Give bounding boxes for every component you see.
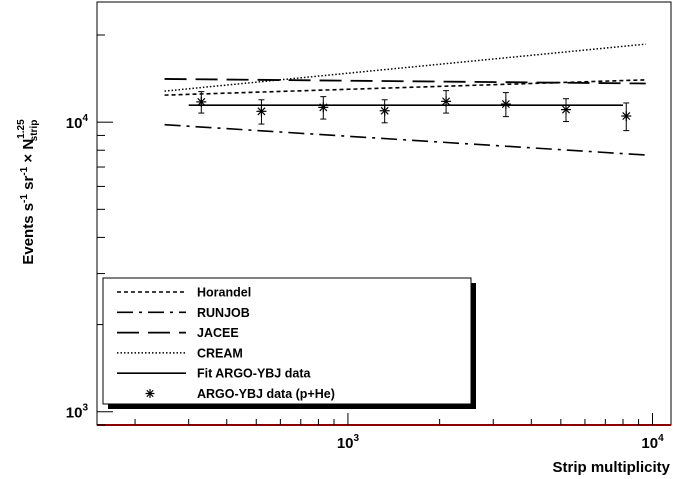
data-point	[256, 106, 267, 117]
series-line-cream	[164, 43, 646, 92]
data-point	[500, 99, 511, 110]
data-point	[621, 111, 632, 122]
data-point	[379, 105, 390, 116]
legend-label-argo-ybj-data: ARGO-YBJ data (p+He)	[197, 387, 335, 401]
series-line-runjob	[164, 123, 646, 156]
x-axis-title: Strip multiplicity	[552, 459, 670, 476]
legend-label-fit-argo-ybj-data: Fit ARGO-YBJ data	[197, 367, 311, 381]
y-tick-label: 104	[66, 113, 89, 132]
x-tick-label: 103	[337, 433, 360, 452]
y-axis-title: Events s-1 sr-1 × N1.25 strip	[16, 119, 40, 265]
y-tick-label: 103	[66, 403, 89, 422]
legend-label-runjob: RUNJOB	[197, 306, 250, 320]
data-point	[318, 102, 329, 113]
legend-swatch-argo-ybj-data	[145, 389, 155, 398]
data-point	[561, 104, 572, 115]
x-tick-label: 104	[641, 433, 664, 452]
series-line-horandel	[164, 79, 646, 96]
legend-label-jacee: JACEE	[197, 326, 239, 340]
series-line-jacee	[164, 78, 646, 85]
data-point	[196, 96, 207, 107]
legend-label-cream: CREAM	[197, 346, 243, 360]
legend-label-horandel: Horandel	[197, 286, 251, 300]
legend-box	[102, 277, 472, 405]
data-point	[441, 96, 452, 107]
